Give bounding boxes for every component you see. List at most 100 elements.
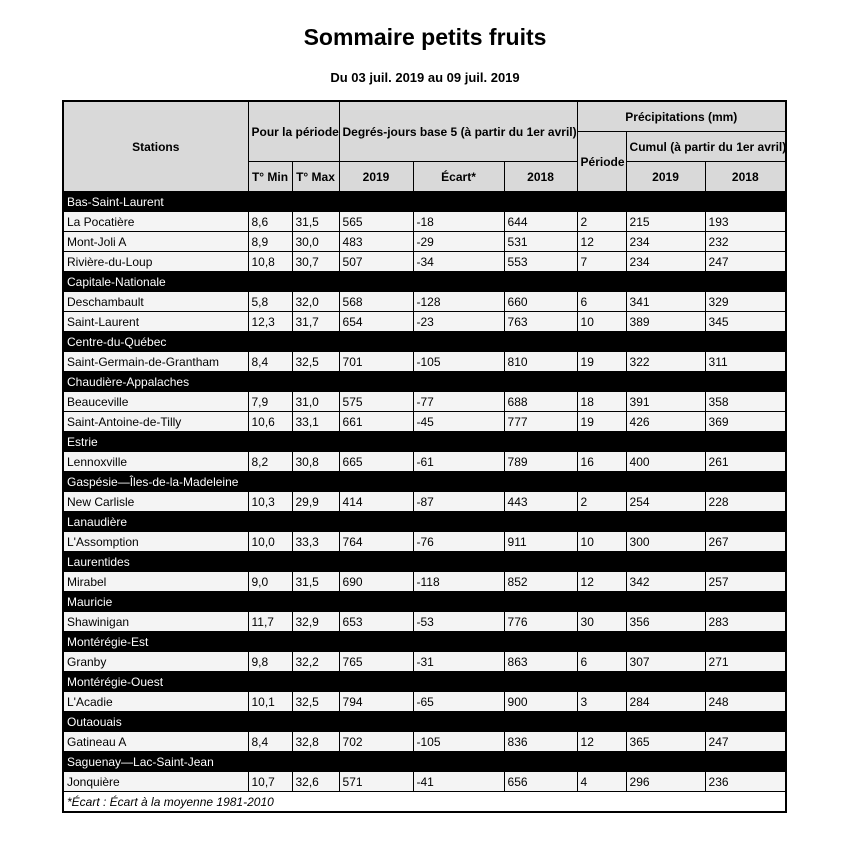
cell-station: Saint-Antoine-de-Tilly [62,411,249,432]
cell-ecart: -41 [412,771,505,792]
table-row: Rivière-du-Loup 10,8 30,7 507 -34 553 7 234 247 [62,251,787,272]
header-cumul-2018: 2018 [704,161,787,192]
cell-periode: 19 [576,411,627,432]
table-row: Saint-Antoine-de-Tilly 10,6 33,1 661 -45 777 1… [62,411,787,432]
cell-tmax: 32,2 [291,651,340,672]
cell-tmin: 10,3 [247,491,293,512]
cell-ecart: -53 [412,611,505,632]
cell-periode: 18 [576,391,627,412]
cell-dj-2019: 702 [338,731,414,752]
cell-cumul-2018: 311 [704,351,787,372]
cell-cumul-2018: 345 [704,311,787,332]
region-row: Montérégie-Est [62,631,787,652]
cell-cumul-2018: 369 [704,411,787,432]
cell-periode: 16 [576,451,627,472]
cell-cumul-2019: 365 [625,731,706,752]
header-stations: Stations [62,100,249,192]
header-tmin: T° Min [247,161,293,192]
table-row: L'Acadie 10,1 32,5 794 -65 900 3 284 248 [62,691,787,712]
cell-ecart: -29 [412,231,505,252]
cell-cumul-2018: 247 [704,731,787,752]
cell-dj-2019: 665 [338,451,414,472]
cell-cumul-2018: 247 [704,251,787,272]
cell-dj-2019: 690 [338,571,414,592]
table-row: Gatineau A 8,4 32,8 702 -105 836 12 365 247 [62,731,787,752]
cell-tmin: 10,7 [247,771,293,792]
header-ecart: Écart* [412,161,505,192]
cell-ecart: -105 [412,351,505,372]
region-row: Centre-du-Québec [62,331,787,352]
cell-dj-2019: 654 [338,311,414,332]
cell-periode: 10 [576,531,627,552]
cell-tmax: 33,1 [291,411,340,432]
table-row: Jonquière 10,7 32,6 571 -41 656 4 296 236 [62,771,787,792]
cell-cumul-2019: 356 [625,611,706,632]
cell-cumul-2018: 236 [704,771,787,792]
cell-station: Lennoxville [62,451,249,472]
cell-cumul-2019: 296 [625,771,706,792]
cell-dj-2018: 656 [503,771,578,792]
table-row: Shawinigan 11,7 32,9 653 -53 776 30 356 283 [62,611,787,632]
region-row: Saguenay—Lac-Saint-Jean [62,751,787,772]
cell-cumul-2019: 234 [625,231,706,252]
header-dj-2018: 2018 [503,161,578,192]
cell-cumul-2019: 322 [625,351,706,372]
cell-dj-2018: 688 [503,391,578,412]
cell-cumul-2019: 426 [625,411,706,432]
table-row: New Carlisle 10,3 29,9 414 -87 443 2 254 228 [62,491,787,512]
cell-cumul-2019: 389 [625,311,706,332]
cell-ecart: -45 [412,411,505,432]
cell-cumul-2019: 300 [625,531,706,552]
cell-cumul-2018: 232 [704,231,787,252]
region-row: Bas-Saint-Laurent [62,191,787,212]
cell-cumul-2019: 254 [625,491,706,512]
region-name: Outaouais [62,711,787,732]
table-row: Saint-Germain-de-Grantham 8,4 32,5 701 -105 8… [62,351,787,372]
cell-dj-2019: 571 [338,771,414,792]
region-name: Montérégie-Ouest [62,671,787,692]
cell-cumul-2018: 248 [704,691,787,712]
cell-station: L'Assomption [62,531,249,552]
cell-ecart: -61 [412,451,505,472]
cell-dj-2019: 507 [338,251,414,272]
cell-station: Beauceville [62,391,249,412]
cell-ecart: -23 [412,311,505,332]
cell-tmin: 8,6 [247,211,293,232]
header-precipitations: Précipitations (mm) [576,100,787,132]
cell-dj-2019: 483 [338,231,414,252]
cell-tmin: 10,6 [247,411,293,432]
cell-dj-2019: 765 [338,651,414,672]
region-row: Laurentides [62,551,787,572]
cell-dj-2018: 911 [503,531,578,552]
cell-cumul-2018: 193 [704,211,787,232]
cell-cumul-2019: 284 [625,691,706,712]
cell-station: Mirabel [62,571,249,592]
region-name: Chaudière-Appalaches [62,371,787,392]
cell-dj-2018: 776 [503,611,578,632]
cell-dj-2018: 777 [503,411,578,432]
cell-cumul-2019: 341 [625,291,706,312]
cell-cumul-2018: 257 [704,571,787,592]
header-dj-2019: 2019 [338,161,414,192]
cell-periode: 30 [576,611,627,632]
table-row: Mirabel 9,0 31,5 690 -118 852 12 342 257 [62,571,787,592]
table-row: L'Assomption 10,0 33,3 764 -76 911 10 300 267 [62,531,787,552]
cell-cumul-2018: 267 [704,531,787,552]
region-row: Capitale-Nationale [62,271,787,292]
cell-ecart: -31 [412,651,505,672]
cell-cumul-2018: 271 [704,651,787,672]
region-row: Montérégie-Ouest [62,671,787,692]
cell-ecart: -118 [412,571,505,592]
region-name: Gaspésie—Îles-de-la-Madeleine [62,471,787,492]
cell-periode: 4 [576,771,627,792]
cell-dj-2019: 794 [338,691,414,712]
summary-table: Stations Pour la période Degrés-jours ba… [62,100,788,813]
cell-station: Gatineau A [62,731,249,752]
cell-tmin: 7,9 [247,391,293,412]
cell-cumul-2018: 283 [704,611,787,632]
region-row: Lanaudière [62,511,787,532]
cell-tmax: 31,5 [291,211,340,232]
cell-cumul-2019: 342 [625,571,706,592]
cell-periode: 12 [576,231,627,252]
cell-dj-2019: 575 [338,391,414,412]
